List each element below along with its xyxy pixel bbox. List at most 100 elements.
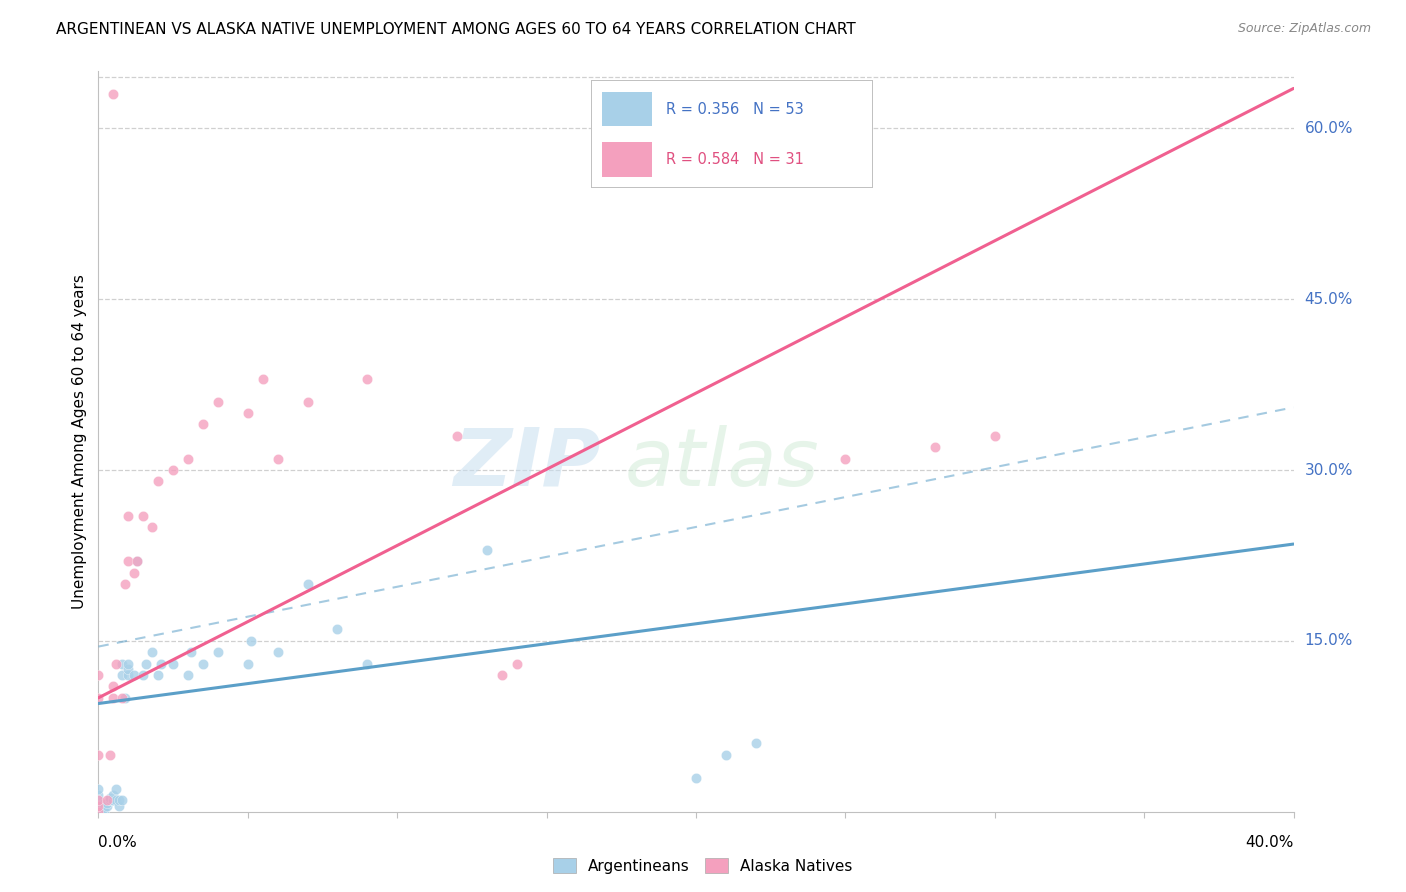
Point: [150, 657, 173, 671]
Point: [103, 788, 125, 802]
Text: ARGENTINEAN VS ALASKA NATIVE UNEMPLOYMENT AMONG AGES 60 TO 64 YEARS CORRELATION : ARGENTINEAN VS ALASKA NATIVE UNEMPLOYMEN…: [56, 22, 856, 37]
FancyBboxPatch shape: [602, 92, 652, 127]
Point: [356, 657, 378, 671]
Point: [87, 799, 110, 814]
Point: [87, 781, 110, 796]
Point: [87, 793, 110, 807]
Point: [96, 799, 118, 814]
Point: [117, 508, 139, 523]
Point: [105, 657, 128, 671]
Point: [87, 801, 110, 815]
Point: [114, 690, 136, 705]
Point: [239, 633, 262, 648]
Point: [87, 799, 110, 814]
Point: [108, 799, 131, 814]
Point: [506, 657, 529, 671]
Point: [105, 793, 128, 807]
Point: [127, 554, 149, 568]
Text: 45.0%: 45.0%: [1305, 292, 1353, 307]
Point: [207, 394, 229, 409]
Point: [491, 668, 513, 682]
Point: [117, 657, 139, 671]
Point: [162, 657, 184, 671]
Text: ZIP: ZIP: [453, 425, 600, 503]
Point: [475, 542, 498, 557]
Point: [98, 791, 122, 805]
Point: [96, 796, 118, 810]
Text: 0.0%: 0.0%: [98, 836, 138, 850]
Point: [111, 657, 134, 671]
Text: 60.0%: 60.0%: [1305, 120, 1353, 136]
Point: [124, 566, 146, 580]
Point: [267, 645, 290, 659]
Point: [93, 805, 115, 819]
Point: [191, 417, 214, 432]
Text: 15.0%: 15.0%: [1305, 633, 1353, 648]
Point: [148, 475, 170, 489]
Point: [236, 657, 259, 671]
Point: [132, 668, 155, 682]
Text: 40.0%: 40.0%: [1246, 836, 1294, 850]
Point: [111, 668, 134, 682]
Text: R = 0.584   N = 31: R = 0.584 N = 31: [666, 152, 804, 167]
Point: [114, 577, 136, 591]
Point: [297, 577, 319, 591]
Point: [98, 793, 122, 807]
Point: [124, 668, 146, 682]
Point: [132, 508, 155, 523]
FancyBboxPatch shape: [602, 143, 652, 177]
Point: [103, 690, 125, 705]
Point: [108, 793, 131, 807]
Point: [356, 372, 378, 386]
Point: [103, 793, 125, 807]
Point: [87, 805, 110, 819]
Point: [103, 87, 125, 102]
Point: [87, 802, 110, 816]
Legend: Argentineans, Alaska Natives: Argentineans, Alaska Natives: [547, 852, 859, 880]
Point: [96, 793, 118, 807]
Text: atlas: atlas: [624, 425, 820, 503]
Point: [177, 451, 200, 466]
Point: [87, 668, 110, 682]
Point: [236, 406, 259, 420]
Point: [127, 554, 149, 568]
Point: [446, 429, 468, 443]
Point: [148, 668, 170, 682]
Point: [87, 793, 110, 807]
Point: [191, 657, 214, 671]
Point: [180, 645, 202, 659]
Point: [103, 680, 125, 694]
Point: [745, 736, 768, 750]
Point: [834, 451, 856, 466]
Point: [87, 797, 110, 811]
Y-axis label: Unemployment Among Ages 60 to 64 years: Unemployment Among Ages 60 to 64 years: [72, 274, 87, 609]
Point: [93, 801, 115, 815]
Point: [297, 394, 319, 409]
Point: [111, 793, 134, 807]
Point: [135, 657, 157, 671]
Point: [117, 554, 139, 568]
Point: [103, 793, 125, 807]
Point: [326, 623, 349, 637]
Point: [207, 645, 229, 659]
Point: [117, 668, 139, 682]
Point: [177, 668, 200, 682]
Point: [87, 690, 110, 705]
Point: [87, 805, 110, 819]
Point: [111, 690, 134, 705]
Text: R = 0.356   N = 53: R = 0.356 N = 53: [666, 102, 804, 117]
Point: [87, 805, 110, 819]
Point: [87, 788, 110, 802]
Point: [87, 805, 110, 819]
Point: [162, 463, 184, 477]
Point: [983, 429, 1005, 443]
Point: [714, 747, 737, 762]
Point: [105, 781, 128, 796]
Point: [685, 771, 707, 785]
Text: 30.0%: 30.0%: [1305, 463, 1353, 477]
Point: [87, 747, 110, 762]
Point: [141, 520, 163, 534]
Point: [98, 747, 122, 762]
Point: [98, 793, 122, 807]
Point: [252, 372, 274, 386]
